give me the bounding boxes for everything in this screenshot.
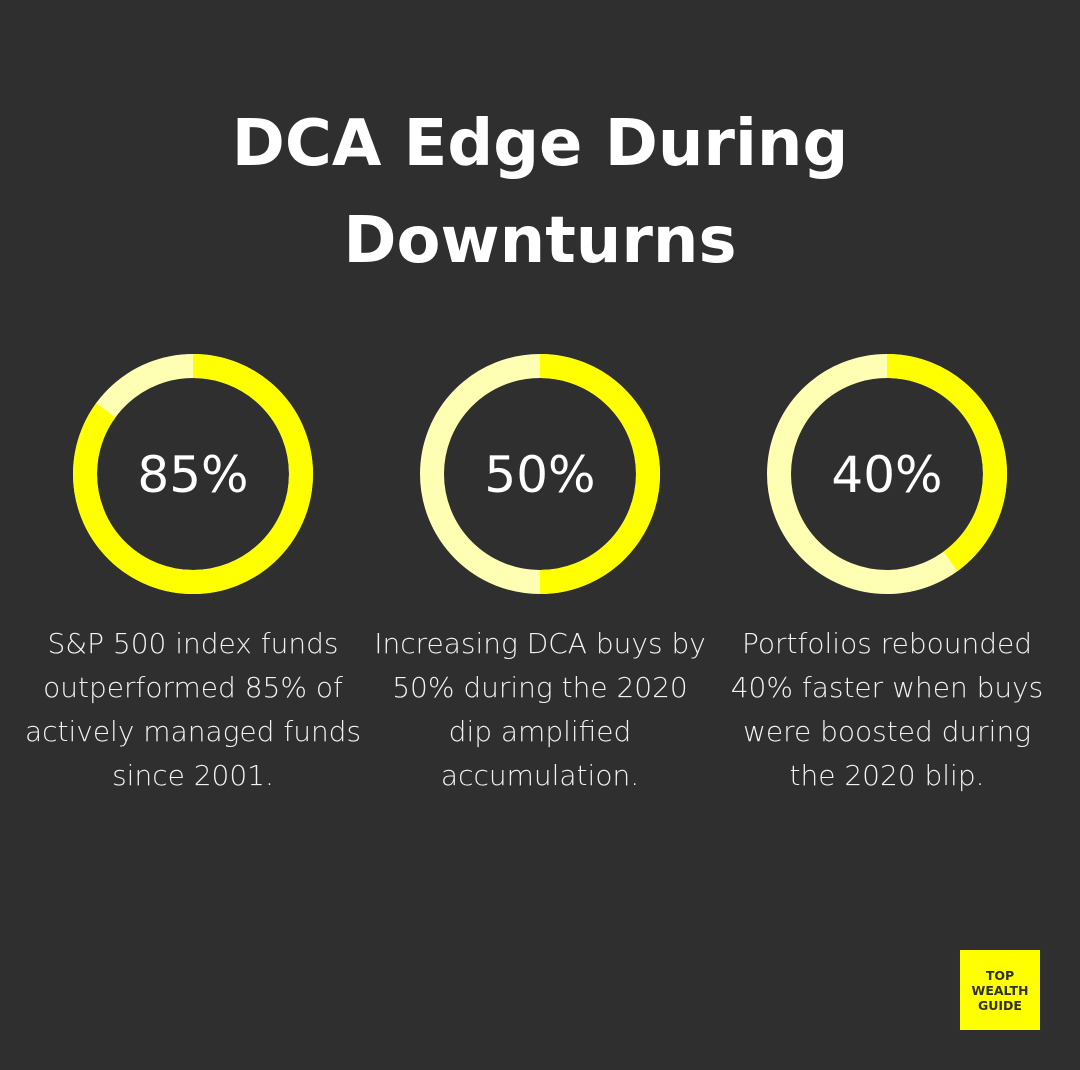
donut-fill <box>420 354 660 594</box>
brand-logo: TOP WEALTH GUIDE <box>960 950 1040 1030</box>
donut-label: 85% <box>137 446 248 504</box>
stat-description: S&P 500 index funds outperformed 85% of … <box>24 627 362 792</box>
donut-label: 40% <box>831 446 942 504</box>
stat-description: Increasing DCA buys by 50% during the 20… <box>374 627 706 792</box>
donut-fill <box>767 354 1007 594</box>
donut-chart-1: 85% <box>73 354 313 594</box>
logo-line-1: TOP <box>985 967 1015 983</box>
logo-line-2: WEALTH <box>971 982 1029 998</box>
logo-line-3: GUIDE <box>978 997 1022 1013</box>
donut-fill <box>73 354 313 594</box>
stat-card-1: 85% S&P 500 index funds outperformed 85%… <box>23 354 363 798</box>
stat-card-2: 50% Increasing DCA buys by 50% during th… <box>370 354 710 798</box>
donut-chart-2: 50% <box>420 354 660 594</box>
donut-label: 50% <box>484 446 595 504</box>
donut-chart-3: 40% <box>767 354 1007 594</box>
title-line-2: Downturns <box>343 204 737 278</box>
page-title: DCA Edge During Downturns <box>0 96 1080 290</box>
stat-card-3: 40% Portfolios rebounded 40% faster when… <box>717 354 1057 798</box>
stat-description: Portfolios rebounded 40% faster when buy… <box>730 627 1044 792</box>
title-line-1: DCA Edge During <box>231 107 849 181</box>
